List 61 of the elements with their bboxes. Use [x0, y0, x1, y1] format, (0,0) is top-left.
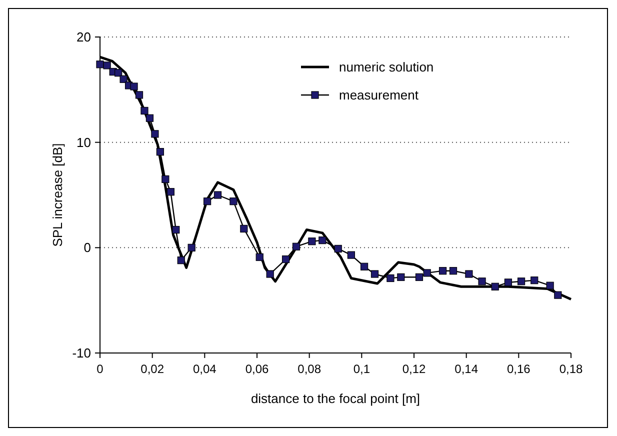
point	[177, 256, 185, 264]
point	[423, 269, 431, 277]
point	[478, 278, 486, 286]
y-tick-label: -10	[72, 346, 91, 361]
x-tick-label: 0,06	[245, 362, 269, 376]
point	[465, 270, 473, 278]
point	[120, 75, 128, 83]
point	[203, 198, 212, 206]
point	[370, 270, 379, 278]
point	[334, 244, 342, 253]
point	[282, 255, 290, 264]
point	[554, 291, 562, 299]
x-axis-title: distance to the focal point [m]	[250, 391, 420, 406]
x-tick-label: 0,08	[298, 362, 322, 376]
point	[172, 226, 180, 234]
point	[415, 273, 424, 281]
point	[230, 198, 238, 206]
point	[397, 273, 405, 281]
point	[96, 60, 104, 68]
x-tick-label: 0,02	[140, 362, 164, 376]
point	[140, 106, 148, 115]
legend-label: numeric solution	[339, 60, 434, 75]
x-tick-label: 0,14	[454, 362, 478, 376]
point	[266, 270, 274, 278]
point	[166, 188, 174, 196]
x-tick-label: 0	[96, 362, 104, 376]
point	[347, 251, 355, 259]
point	[360, 262, 368, 270]
point	[517, 278, 526, 286]
point	[156, 148, 164, 156]
point	[135, 91, 144, 99]
point	[151, 130, 159, 138]
point	[256, 253, 264, 261]
point	[504, 278, 512, 286]
point	[240, 224, 248, 233]
point	[491, 282, 499, 290]
point	[449, 267, 458, 275]
y-tick-label: 20	[76, 30, 91, 45]
point	[530, 276, 538, 284]
point	[103, 62, 111, 70]
x-tick-label: 0,12	[402, 362, 426, 376]
point	[546, 282, 554, 290]
point	[308, 238, 316, 246]
point	[438, 267, 447, 275]
x-tick-label: 0,04	[192, 362, 217, 376]
point	[146, 114, 154, 122]
x-tick-label: 0,16	[506, 362, 531, 376]
point	[162, 175, 170, 183]
x-tick-label: 0,1	[353, 362, 370, 376]
point	[318, 236, 326, 244]
y-axis-title: SPL increase [dB]	[50, 143, 65, 247]
point	[130, 82, 138, 90]
point	[292, 242, 300, 250]
y-tick-label: 0	[84, 240, 91, 256]
x-tick-label: 0,18	[559, 362, 583, 376]
point	[114, 69, 122, 77]
legend-label: measurement	[339, 88, 419, 103]
y-tick-label: 10	[76, 134, 91, 150]
point	[188, 244, 196, 252]
point	[214, 191, 222, 199]
point	[386, 274, 394, 282]
